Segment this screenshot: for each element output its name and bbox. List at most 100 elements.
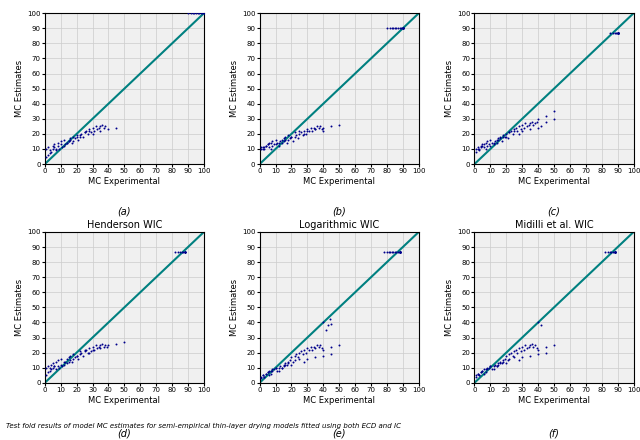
Point (298, 132, 308, 139)
Point (56, 138, 66, 145)
Point (495, 133, 505, 140)
Point (334, 341, 344, 348)
Point (288, 358, 298, 365)
Point (385, 248, 396, 255)
Point (525, 352, 535, 359)
Point (524, 121, 534, 128)
Point (474, 372, 484, 379)
Point (501, 133, 511, 140)
Point (490, 361, 500, 368)
Point (43, 363, 53, 370)
Point (49, 363, 60, 370)
Point (488, 366, 499, 373)
Point (500, 133, 510, 140)
Point (49, 144, 60, 151)
Point (397, 25, 408, 32)
Point (52, 357, 63, 364)
Point (387, 25, 397, 32)
Point (388, 25, 399, 32)
Point (609, 248, 620, 255)
Point (609, 248, 620, 255)
Point (266, 146, 276, 153)
Point (492, 139, 502, 147)
Point (41, 146, 51, 153)
Point (302, 126, 312, 133)
Point (72, 132, 82, 139)
Title: Henderson WIC: Henderson WIC (86, 220, 162, 230)
Point (479, 144, 489, 151)
Point (511, 125, 521, 132)
Point (609, 248, 620, 255)
Point (305, 125, 316, 132)
Point (498, 358, 508, 365)
Point (65, 352, 76, 359)
Point (44, 364, 54, 371)
Point (261, 370, 271, 377)
Point (479, 141, 489, 148)
Point (612, 29, 623, 37)
Point (481, 369, 491, 376)
Point (56, 361, 66, 368)
Point (83, 349, 93, 356)
Point (487, 366, 497, 373)
Point (397, 25, 408, 32)
Point (299, 358, 309, 365)
Point (509, 348, 520, 355)
Point (308, 125, 319, 132)
Point (262, 141, 273, 148)
Point (197, 10, 207, 17)
Point (278, 138, 289, 145)
Point (92, 126, 102, 133)
X-axis label: MC Experimental: MC Experimental (303, 396, 375, 405)
Point (189, 10, 200, 17)
Point (86, 129, 96, 136)
Point (482, 366, 492, 373)
Point (388, 248, 399, 255)
Point (495, 135, 505, 142)
Point (533, 125, 543, 132)
Point (268, 367, 278, 374)
Point (612, 29, 623, 37)
Point (294, 355, 305, 362)
Point (86, 348, 96, 355)
Point (280, 361, 290, 368)
Point (533, 115, 543, 122)
Point (91, 123, 101, 130)
Point (497, 138, 507, 145)
Point (99, 125, 109, 132)
Point (46, 361, 56, 368)
Point (95, 123, 106, 130)
Point (509, 354, 520, 361)
Point (549, 341, 559, 348)
Point (609, 248, 620, 255)
Point (175, 248, 185, 255)
Point (508, 130, 518, 137)
Point (608, 248, 618, 255)
Point (612, 29, 623, 37)
Y-axis label: MC Estimates: MC Estimates (230, 60, 239, 117)
Point (83, 130, 93, 137)
Y-axis label: MC Estimates: MC Estimates (15, 279, 24, 336)
Point (258, 144, 268, 151)
Point (283, 358, 293, 365)
Point (501, 359, 511, 367)
Point (44, 147, 54, 154)
Point (84, 126, 95, 133)
Point (541, 118, 551, 125)
Point (81, 127, 92, 134)
Point (63, 354, 74, 361)
Point (286, 361, 296, 368)
Point (307, 127, 317, 134)
Point (68, 133, 79, 140)
Point (334, 121, 344, 128)
Point (288, 138, 298, 145)
Point (91, 341, 101, 348)
Point (94, 125, 104, 132)
Text: (f): (f) (548, 428, 559, 438)
Point (518, 125, 529, 132)
Point (314, 343, 324, 350)
Point (256, 144, 266, 151)
Point (609, 248, 620, 255)
Point (291, 351, 301, 358)
Point (41, 153, 51, 160)
